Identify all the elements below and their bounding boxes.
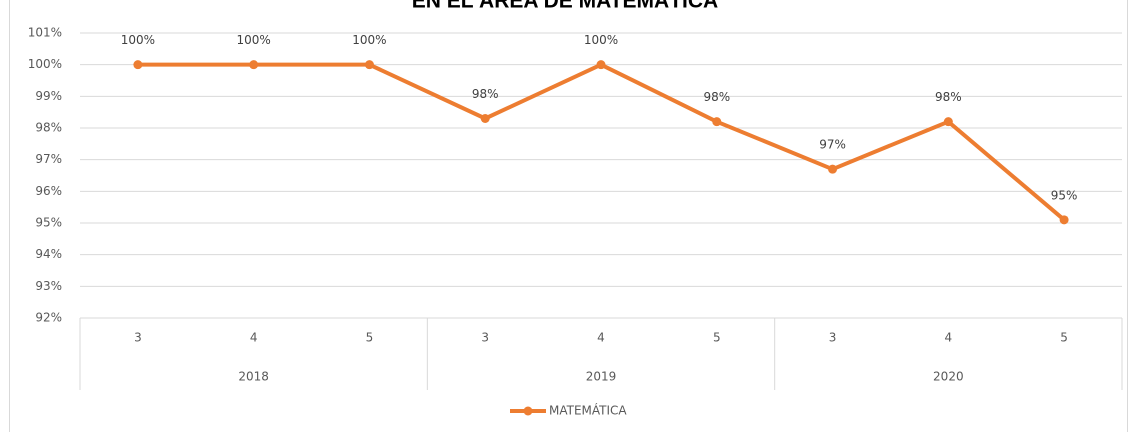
y-tick-label: 99%: [35, 89, 62, 103]
x-group-label: 2019: [586, 370, 617, 384]
x-tick-label: 5: [366, 331, 374, 345]
x-tick-label: 4: [250, 331, 258, 345]
data-point: [133, 60, 143, 70]
data-label: 98%: [472, 87, 499, 101]
x-group-label: 2020: [933, 370, 964, 384]
data-point: [249, 60, 259, 70]
data-point: [364, 60, 374, 70]
data-point: [480, 114, 490, 123]
data-label: 98%: [935, 90, 962, 104]
data-point: [943, 117, 953, 127]
y-tick-label: 98%: [35, 121, 62, 135]
y-tick-label: 100%: [28, 57, 62, 71]
x-tick-label: 3: [134, 331, 142, 345]
data-label: 100%: [584, 33, 618, 47]
data-label: 95%: [1051, 188, 1078, 202]
x-tick-label: 4: [945, 331, 953, 345]
y-tick-label: 94%: [35, 247, 62, 261]
data-point: [596, 60, 606, 70]
legend-label: MATEMÁTICA: [549, 403, 627, 418]
data-label: 100%: [352, 33, 386, 47]
x-tick-label: 3: [829, 331, 837, 345]
y-tick-label: 96%: [35, 184, 62, 198]
data-label: 98%: [703, 90, 730, 104]
data-point: [1059, 215, 1069, 225]
data-point: [712, 117, 722, 127]
x-tick-label: 4: [597, 331, 605, 345]
x-tick-label: 5: [1060, 331, 1068, 345]
chart-title: EN EL ÁREA DE MATEMÁTICA: [412, 0, 718, 13]
data-label: 97%: [819, 138, 846, 152]
y-tick-label: 93%: [35, 279, 62, 293]
y-tick-label: 92%: [35, 311, 62, 325]
chart-border: [9, 0, 1128, 432]
legend-marker: [523, 406, 533, 416]
y-tick-label: 101%: [28, 26, 62, 40]
y-tick-label: 97%: [35, 152, 62, 166]
x-tick-label: 3: [481, 331, 489, 345]
data-label: 100%: [237, 33, 271, 47]
x-tick-label: 5: [713, 331, 721, 345]
data-label: 100%: [121, 33, 155, 47]
x-group-label: 2018: [238, 370, 269, 384]
y-tick-label: 95%: [35, 216, 62, 230]
data-point: [828, 164, 838, 174]
